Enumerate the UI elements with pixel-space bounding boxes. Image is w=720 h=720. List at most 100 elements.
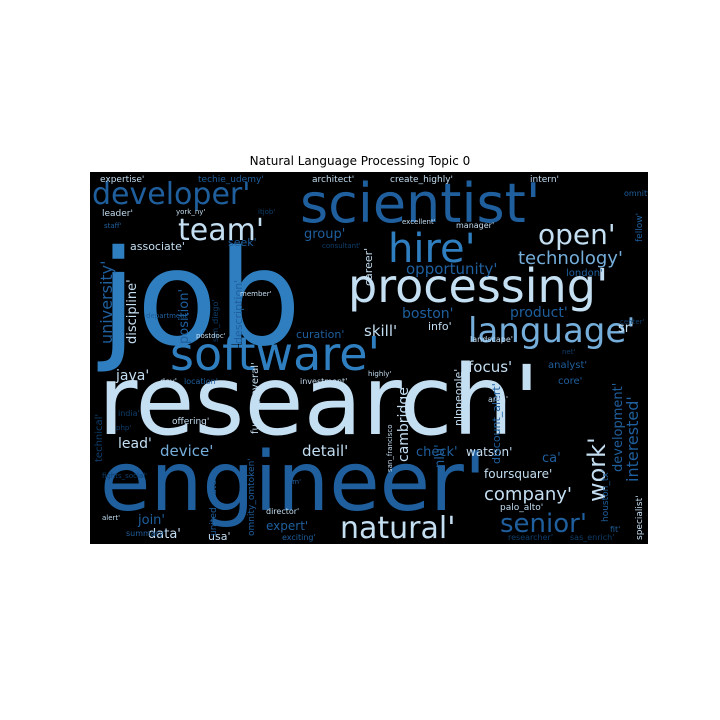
word-75: exciting' xyxy=(282,533,316,542)
word-31: group' xyxy=(304,227,345,242)
word-61: expertise' xyxy=(100,175,144,185)
word-82: staff' xyxy=(104,222,122,230)
word-81: omnity' xyxy=(624,189,648,198)
word-28: boston' xyxy=(402,306,454,322)
word-56: houston_tx' xyxy=(601,470,611,522)
word-1: research' xyxy=(98,345,540,457)
word-17: development' xyxy=(611,383,626,472)
word-58: fellow' xyxy=(635,213,645,242)
word-96: center' xyxy=(620,318,645,326)
word-6: hire' xyxy=(388,226,476,272)
word-76: researcher' xyxy=(508,533,553,542)
word-86: highly' xyxy=(368,370,391,378)
word-18: university' xyxy=(97,260,116,344)
word-2: engineer' xyxy=(100,435,486,530)
word-94: om' xyxy=(288,478,301,486)
word-30: discipline' xyxy=(125,279,140,344)
word-53: core' xyxy=(558,376,582,387)
word-34: check' xyxy=(416,445,458,460)
word-35: sr' xyxy=(618,321,634,336)
word-64: create_highly' xyxy=(390,175,453,185)
word-27: product' xyxy=(510,305,568,321)
word-98: san_francisco xyxy=(386,424,394,472)
word-85: consultant' xyxy=(322,242,361,250)
word-20: skill' xyxy=(364,322,397,340)
word-44: seek' xyxy=(228,236,257,249)
word-54: fused_several' xyxy=(250,362,261,434)
word-95: postdoc' xyxy=(196,332,226,340)
word-50: technical' xyxy=(94,414,105,462)
word-89: san_diego' xyxy=(211,299,220,342)
word-11: open' xyxy=(538,218,616,251)
word-77: sas_enrich' xyxy=(570,533,614,542)
word-51: london' xyxy=(566,268,603,279)
word-22: device' xyxy=(160,442,213,460)
word-87: member' xyxy=(240,290,272,298)
word-93: alert' xyxy=(102,514,120,522)
word-78: fit' xyxy=(610,525,620,534)
word-41: associate' xyxy=(130,240,185,253)
chart-title: Natural Language Processing Topic 0 xyxy=(249,154,471,168)
word-40: watson' xyxy=(466,445,512,459)
word-21: focus' xyxy=(468,358,512,376)
word-13: work' xyxy=(583,437,611,502)
word-74: summary' xyxy=(126,529,166,538)
word-4: processing' xyxy=(348,259,609,313)
word-48: discount_alert' xyxy=(490,383,503,464)
word-36: data' xyxy=(148,527,181,542)
word-60: united_state' xyxy=(209,478,219,536)
word-25: lead' xyxy=(118,436,152,452)
word-12: senior' xyxy=(500,509,587,539)
word-15: company' xyxy=(484,484,572,505)
word-5: software' xyxy=(170,327,380,381)
word-29: position' xyxy=(177,289,192,344)
word-24: cambridge' xyxy=(396,383,412,462)
word-90: fights_social' xyxy=(102,472,147,480)
word-19: opportunity' xyxy=(406,260,498,278)
word-38: expert' xyxy=(266,519,308,533)
word-92: php' xyxy=(116,424,131,432)
word-73: location' xyxy=(184,377,218,386)
word-46: usa' xyxy=(208,530,230,543)
word-8: developer' xyxy=(92,177,250,212)
word-65: intern' xyxy=(530,175,559,185)
word-0: job xyxy=(97,222,301,376)
word-52: analyst' xyxy=(548,360,587,371)
word-63: architect' xyxy=(312,175,354,185)
word-39: foursquare' xyxy=(484,467,552,481)
word-55: palo_alto' xyxy=(500,503,543,513)
word-71: area' xyxy=(488,395,508,404)
word-70: landscape' xyxy=(470,335,513,344)
word-16: interested' xyxy=(623,396,642,482)
word-88: department' xyxy=(146,312,189,320)
word-69: investment' xyxy=(300,377,347,386)
word-67: offering' xyxy=(172,417,209,427)
word-91: india' xyxy=(118,409,140,418)
word-80: excellent' xyxy=(402,218,436,226)
word-83: york_ny' xyxy=(176,208,205,216)
word-97: net' xyxy=(562,348,575,356)
word-7: language' xyxy=(468,311,636,351)
word-14: technology' xyxy=(518,248,623,269)
word-72: dev' xyxy=(160,377,177,386)
word-59: omnity_omtoken' xyxy=(247,458,257,536)
word-9: natural' xyxy=(340,511,455,544)
word-23: detail' xyxy=(302,442,348,460)
word-45: info' xyxy=(428,320,452,333)
word-43: career' xyxy=(362,248,375,286)
word-cloud-canvas: job research' engineer' scientist' processin… xyxy=(90,172,648,544)
word-37: join' xyxy=(137,513,165,528)
word-42: description' xyxy=(232,280,245,344)
word-26: java' xyxy=(115,368,149,384)
word-47: nlppeople' xyxy=(452,369,465,426)
word-84: itjob' xyxy=(258,208,275,216)
word-33: ca' xyxy=(542,451,561,466)
word-3: scientist' xyxy=(300,172,541,235)
word-49: curation' xyxy=(296,328,344,341)
word-32: nlu' xyxy=(433,444,448,468)
word-68: director' xyxy=(266,507,299,516)
word-62: techie_udemy' xyxy=(198,175,264,185)
word-66: leader' xyxy=(102,209,133,219)
word-10: team' xyxy=(178,213,264,248)
